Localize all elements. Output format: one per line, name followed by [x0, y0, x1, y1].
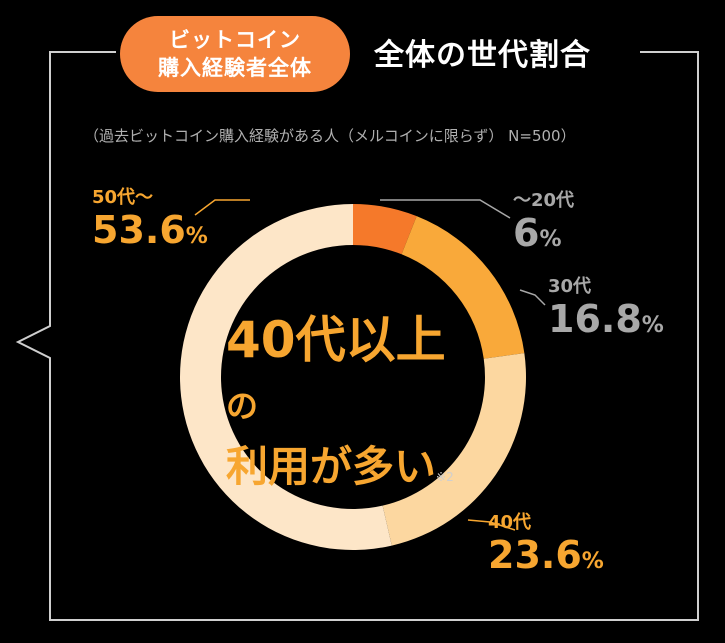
donut-slice-1: [401, 216, 525, 359]
center-line-2: 利用が多い: [226, 442, 437, 491]
slice-value-label: 53.6%: [92, 208, 208, 252]
percent-unit: %: [641, 313, 664, 338]
slice-category-label: 40代: [488, 512, 532, 533]
slice-value-label: 23.6%: [488, 533, 604, 577]
slice-label-0: 〜20代 6%: [513, 190, 574, 261]
percent-unit: %: [539, 227, 562, 252]
slice-label-3: 50代〜 53.6%: [92, 187, 208, 258]
center-line-1b: の: [226, 387, 259, 425]
leader-line-1: [519, 289, 546, 306]
slice-label-2: 40代 23.6%: [488, 512, 604, 583]
slice-category-label: 30代: [548, 276, 592, 297]
center-message: 40代以上の 利用が多い※2: [226, 310, 476, 506]
leader-line-3: [194, 199, 250, 216]
badge-line-1: ビットコイン: [169, 28, 301, 52]
center-footnote: ※2: [436, 470, 454, 484]
donut-slice-3: [179, 204, 392, 550]
slice-category-label: 〜20代: [513, 190, 575, 211]
leader-line-0: [380, 199, 511, 219]
slice-value-label: 6%: [513, 211, 562, 255]
leader-line-2: [467, 519, 516, 531]
slice-value-label: 16.8%: [548, 297, 664, 341]
percent-unit: %: [581, 549, 604, 574]
slice-category-label: 50代〜: [92, 187, 154, 208]
donut-slice-0: [353, 204, 417, 255]
center-line-1a: 40代以上: [226, 311, 446, 369]
sample-note: （過去ビットコイン購入経験がある人（メルコインに限らず） N=500）: [84, 127, 576, 145]
slice-label-1: 30代 16.8%: [548, 276, 664, 347]
category-badge: ビットコイン 購入経験者全体: [120, 16, 350, 92]
chart-title: 全体の世代割合: [374, 38, 591, 73]
badge-line-2: 購入経験者全体: [158, 56, 312, 80]
percent-unit: %: [185, 224, 208, 249]
donut-slice-2: [382, 353, 526, 546]
